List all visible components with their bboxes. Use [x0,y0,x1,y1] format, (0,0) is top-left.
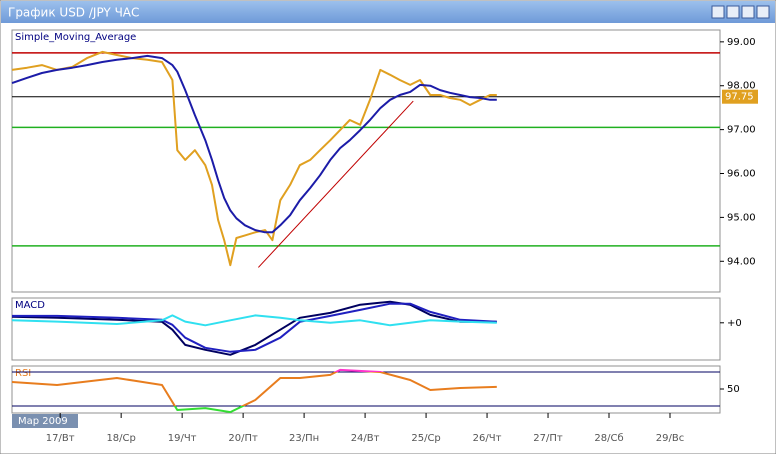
restore-button[interactable] [726,5,740,19]
window-title: График USD /JPY ЧАС [8,6,139,20]
x-tick-label: 20/Пт [228,433,258,444]
y-tick-label: 99.00 [727,37,756,48]
y-tick-label: +0 [727,318,742,329]
x-tick-label: 19/Чт [168,433,197,444]
close-button[interactable] [756,5,770,19]
x-tick-label: 28/Сб [594,433,623,444]
y-tick-label: 95.00 [727,212,756,223]
series-line [11,314,497,327]
period-label: Мар 2009 [18,416,68,427]
x-tick-label: 23/Пн [289,433,319,444]
x-tick-label: 18/Ср [106,433,135,444]
y-tick-label: 50 [727,384,740,395]
window-buttons[interactable] [711,5,770,19]
title-bar [1,1,775,23]
indicator-label: Simple_Moving_Average [15,32,136,43]
period-label-bg [12,414,78,428]
last-price-label: 97.75 [725,92,754,103]
x-tick-label: 26/Чт [473,433,502,444]
x-tick-label: 17/Вт [46,433,75,444]
maximize-button[interactable] [741,5,755,19]
rsi-panel [11,365,721,414]
y-tick-label: 97.00 [727,125,756,136]
x-tick-label: 27/Пт [533,433,563,444]
series-line [11,54,497,234]
x-tick-label: 24/Вт [351,433,380,444]
x-tick-label: 29/Вс [656,433,684,444]
main-panel [11,29,721,293]
last-price-bg [722,89,758,104]
y-tick-label: 94.00 [727,256,756,267]
macd-panel [11,297,721,361]
y-tick-label: 96.00 [727,169,756,180]
x-tick-label: 25/Ср [411,433,440,444]
indicator-label: RSI [15,368,31,379]
minimize-button[interactable] [711,5,725,19]
rsi-line [12,371,497,407]
series-line [12,302,497,353]
y-tick-label: 98.00 [727,81,756,92]
trend-line [258,100,414,268]
indicator-label: MACD [15,300,45,311]
